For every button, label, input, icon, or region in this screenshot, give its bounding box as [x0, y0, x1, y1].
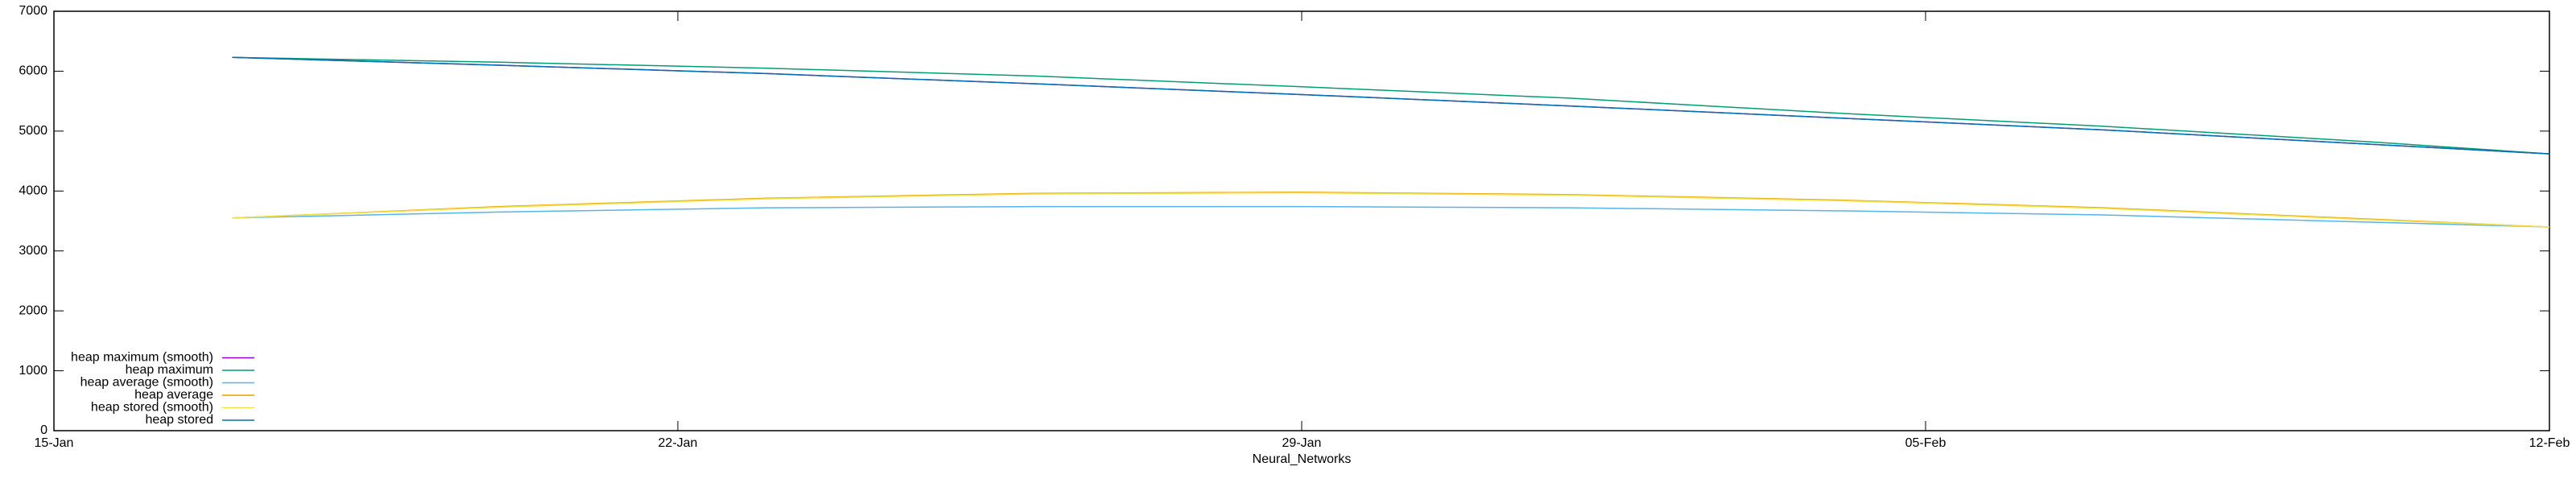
- legend-label: heap average: [134, 388, 213, 402]
- x-tick-label: 15-Jan: [35, 436, 74, 450]
- y-tick-label: 6000: [19, 64, 47, 78]
- y-tick-label: 3000: [19, 244, 47, 258]
- x-axis-label: Neural_Networks: [1253, 452, 1352, 466]
- x-tick-label: 22-Jan: [658, 436, 698, 450]
- y-tick-label: 5000: [19, 124, 47, 138]
- series-line: [232, 56, 2550, 155]
- series-line: [232, 192, 2550, 228]
- legend-label: heap average (smooth): [80, 376, 213, 390]
- x-tick-label: 05-Feb: [1905, 436, 1946, 450]
- legend-label: heap maximum (smooth): [71, 351, 213, 365]
- legend-label: heap stored: [145, 413, 213, 427]
- y-tick-label: 2000: [19, 303, 47, 317]
- legend-label: heap stored (smooth): [91, 401, 213, 415]
- plot-frame: [53, 10, 2550, 431]
- x-tick-label: 29-Jan: [1282, 436, 1322, 450]
- y-tick-label: 4000: [19, 184, 47, 198]
- legend-label: heap maximum: [126, 363, 213, 377]
- series-line: [232, 192, 2550, 228]
- y-tick-label: 1000: [19, 364, 47, 378]
- x-tick-label: 12-Feb: [2529, 436, 2570, 450]
- series-line: [232, 56, 2550, 155]
- y-tick-label: 7000: [19, 4, 47, 18]
- y-tick-label: 0: [40, 423, 47, 437]
- series-line: [232, 56, 2550, 155]
- series-line: [232, 205, 2550, 228]
